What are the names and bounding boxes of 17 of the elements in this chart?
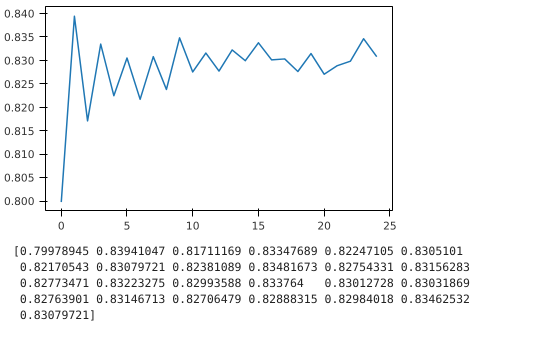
y-tick-label: 0.825 bbox=[4, 78, 35, 91]
text: [0.79978945 0.83941047 0.81711169 0.83347689 0.82247105 0.8305101 0.82170543 0.83079721 0.82381089 0.83481673 0.82754331 0.83156283 0.82773471 0.83223275 0.82993588 0.833764 0.83012728 0.83031869 0.82763901 0.83146713 0.82706479 0.82888315 0.82984018 0.83462532 0.83079721] bbox=[13, 243, 470, 323]
y-tick-label: 0.810 bbox=[4, 148, 35, 162]
y-tick-label: 0.805 bbox=[4, 172, 35, 185]
x-tick-label: 10 bbox=[186, 220, 200, 232]
x-tick-label: 15 bbox=[252, 220, 266, 232]
x-tick-label: 0 bbox=[58, 220, 65, 232]
y-tick-label: 0.835 bbox=[4, 30, 35, 44]
y-tick-label: 0.800 bbox=[4, 195, 35, 208]
y-tick-label: 0.830 bbox=[4, 54, 35, 68]
y-tick-label: 0.840 bbox=[4, 8, 35, 21]
x-tick-label: 5 bbox=[124, 220, 130, 232]
line-series bbox=[60, 16, 378, 203]
y-tick-label: 0.820 bbox=[4, 101, 35, 114]
x-tick-label: 25 bbox=[383, 220, 397, 232]
y-tick-label: 0.815 bbox=[4, 124, 35, 138]
x-tick-label: 20 bbox=[317, 220, 332, 232]
